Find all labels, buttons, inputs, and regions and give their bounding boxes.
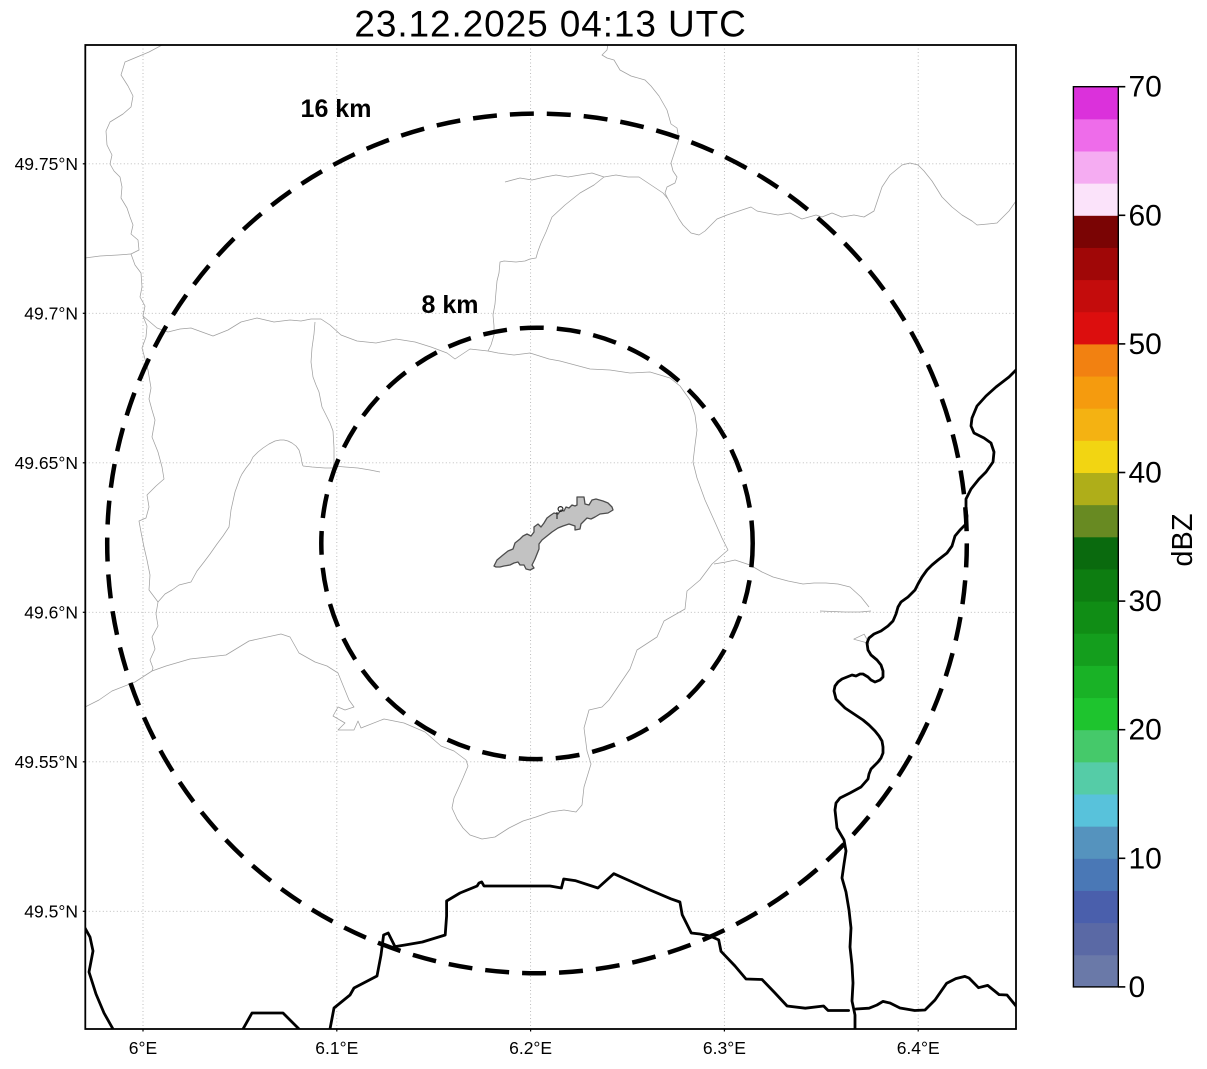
svg-text:6.4°E: 6.4°E: [897, 1038, 940, 1058]
svg-text:49.55°N: 49.55°N: [15, 752, 78, 772]
svg-text:49.65°N: 49.65°N: [15, 453, 78, 473]
svg-text:dBZ: dBZ: [1167, 513, 1199, 566]
svg-text:8 km: 8 km: [422, 291, 479, 319]
svg-text:23.12.2025 04:13 UTC: 23.12.2025 04:13 UTC: [354, 4, 746, 45]
svg-text:20: 20: [1129, 714, 1162, 747]
svg-text:40: 40: [1129, 457, 1162, 490]
svg-text:49.6°N: 49.6°N: [24, 602, 78, 622]
svg-text:6.3°E: 6.3°E: [703, 1038, 746, 1058]
svg-text:49.5°N: 49.5°N: [24, 901, 78, 921]
svg-text:30: 30: [1129, 585, 1162, 618]
svg-text:0: 0: [1129, 971, 1146, 1004]
svg-text:6.1°E: 6.1°E: [315, 1038, 358, 1058]
svg-text:6°E: 6°E: [129, 1038, 157, 1058]
svg-text:6.2°E: 6.2°E: [509, 1038, 552, 1058]
svg-text:16 km: 16 km: [301, 95, 372, 123]
svg-text:10: 10: [1129, 842, 1162, 875]
svg-text:49.7°N: 49.7°N: [24, 303, 78, 323]
svg-text:70: 70: [1129, 71, 1162, 104]
svg-text:49.75°N: 49.75°N: [15, 154, 78, 174]
svg-text:50: 50: [1129, 328, 1162, 361]
svg-text:60: 60: [1129, 199, 1162, 232]
